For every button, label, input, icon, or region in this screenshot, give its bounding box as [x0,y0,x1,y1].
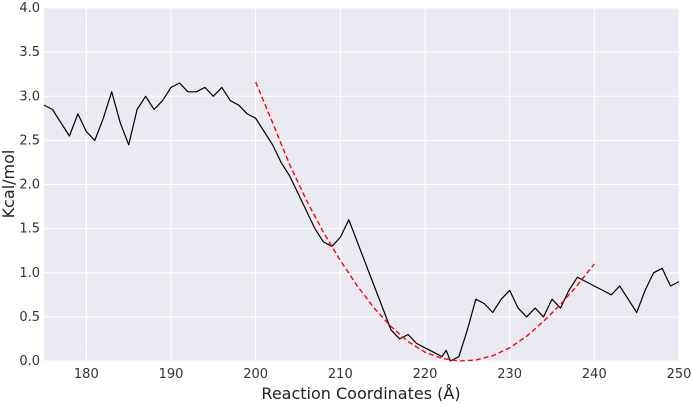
y-tick-label: 0.5 [19,310,40,325]
y-tick-label: 1.5 [19,222,40,237]
series-layer [43,81,680,362]
x-axis-label: Reaction Coordinates (Å) [261,384,460,403]
y-tick-label: 2.5 [19,133,40,148]
x-tick-label: 180 [74,367,99,382]
grid-lines [44,7,680,362]
energy-profile-line [43,82,680,362]
y-tick-label: 0.0 [19,354,40,369]
x-tick-label: 200 [243,367,268,382]
y-tick-label: 3.5 [19,45,40,60]
x-tick-label: 230 [497,367,522,382]
x-tick-label: 190 [159,367,184,382]
y-tick-labels: 0.0 0.5 1.0 1.5 2.0 2.5 3.0 3.5 4.0 [19,1,40,369]
x-tick-labels: 180 190 200 210 220 230 240 250 [74,367,691,382]
y-tick-label: 2.0 [19,178,40,193]
x-tick-label: 250 [667,367,692,382]
y-tick-label: 4.0 [19,1,40,16]
y-tick-label: 3.0 [19,89,40,104]
x-tick-label: 240 [582,367,607,382]
x-tick-label: 210 [328,367,353,382]
x-tick-label: 220 [413,367,438,382]
y-axis-label: Kcal/mol [0,150,18,219]
y-tick-label: 1.0 [19,266,40,281]
fit-curve-line [255,81,595,362]
